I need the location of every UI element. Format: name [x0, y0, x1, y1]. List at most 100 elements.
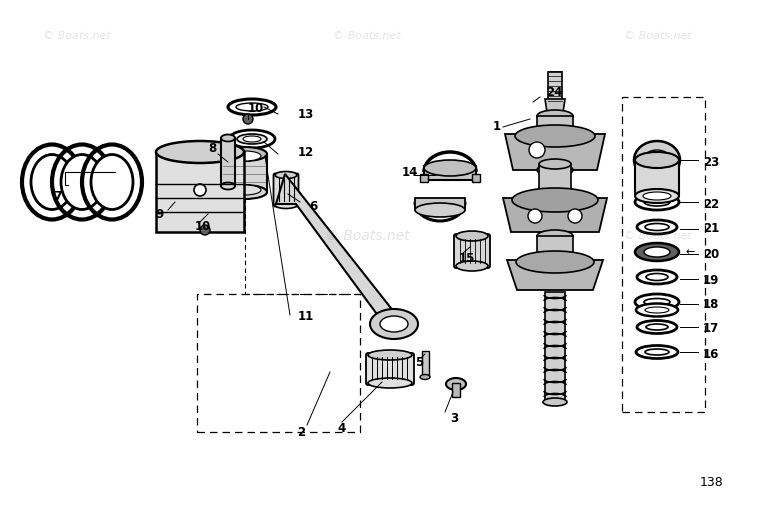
Polygon shape: [276, 174, 398, 332]
Bar: [537, 116, 573, 134]
FancyBboxPatch shape: [274, 174, 298, 206]
Text: © Boats.net: © Boats.net: [624, 230, 692, 241]
Ellipse shape: [539, 195, 571, 205]
Ellipse shape: [635, 152, 679, 168]
Ellipse shape: [415, 203, 465, 217]
Text: © Boats.net: © Boats.net: [624, 31, 692, 41]
Ellipse shape: [643, 150, 671, 170]
Bar: [635, 160, 679, 196]
Ellipse shape: [61, 155, 103, 209]
Bar: [415, 198, 465, 210]
Ellipse shape: [644, 198, 670, 206]
Bar: [539, 164, 571, 200]
Ellipse shape: [229, 130, 275, 148]
Text: 15: 15: [459, 252, 475, 266]
Ellipse shape: [537, 110, 573, 122]
Text: 11: 11: [298, 310, 314, 324]
Ellipse shape: [543, 398, 567, 406]
Ellipse shape: [537, 128, 573, 140]
Text: 4: 4: [337, 422, 345, 436]
Ellipse shape: [31, 155, 73, 209]
Ellipse shape: [516, 251, 594, 273]
Ellipse shape: [229, 151, 261, 161]
Bar: [156, 152, 244, 232]
Ellipse shape: [637, 270, 677, 284]
Ellipse shape: [229, 185, 261, 195]
Bar: [537, 236, 573, 258]
Text: 17: 17: [703, 323, 719, 335]
Text: 22: 22: [703, 198, 719, 210]
Ellipse shape: [380, 316, 408, 332]
Ellipse shape: [512, 188, 598, 212]
Circle shape: [529, 142, 545, 158]
Ellipse shape: [221, 182, 235, 189]
Polygon shape: [507, 260, 603, 290]
Ellipse shape: [644, 298, 670, 306]
Ellipse shape: [635, 243, 679, 261]
Text: 8: 8: [208, 142, 216, 156]
Text: 14: 14: [402, 165, 418, 179]
Ellipse shape: [420, 374, 430, 379]
Bar: [548, 72, 562, 104]
Text: 23: 23: [703, 156, 719, 168]
Text: 138: 138: [699, 476, 723, 489]
Circle shape: [200, 225, 210, 235]
Ellipse shape: [368, 350, 412, 360]
Ellipse shape: [91, 155, 133, 209]
Bar: [472, 174, 480, 182]
Bar: [452, 383, 460, 397]
Text: 13: 13: [298, 108, 314, 120]
Ellipse shape: [646, 273, 668, 281]
Ellipse shape: [537, 230, 573, 242]
Ellipse shape: [645, 224, 669, 230]
Ellipse shape: [370, 309, 418, 339]
Text: 12: 12: [298, 145, 314, 159]
Text: 10: 10: [248, 102, 264, 116]
Bar: [221, 138, 235, 186]
Bar: [422, 351, 429, 377]
Circle shape: [568, 209, 582, 223]
Ellipse shape: [228, 99, 276, 115]
Ellipse shape: [636, 304, 678, 316]
Ellipse shape: [456, 231, 488, 241]
Text: 21: 21: [703, 223, 719, 236]
Text: 2: 2: [297, 425, 305, 438]
Ellipse shape: [515, 125, 595, 147]
Ellipse shape: [646, 324, 668, 330]
Ellipse shape: [644, 247, 670, 257]
Ellipse shape: [635, 189, 679, 203]
Ellipse shape: [275, 202, 297, 208]
Bar: [424, 166, 476, 180]
Ellipse shape: [237, 134, 267, 144]
FancyBboxPatch shape: [366, 353, 414, 385]
Ellipse shape: [223, 147, 267, 161]
Ellipse shape: [156, 141, 244, 163]
Text: © Boats.net: © Boats.net: [334, 31, 401, 41]
Text: 3: 3: [450, 413, 458, 425]
Text: 9: 9: [155, 208, 163, 222]
Ellipse shape: [223, 185, 267, 199]
Bar: [420, 174, 428, 182]
Ellipse shape: [446, 378, 466, 390]
Ellipse shape: [368, 378, 412, 388]
Text: 18: 18: [703, 298, 719, 311]
Bar: [223, 154, 267, 192]
Ellipse shape: [634, 141, 680, 179]
Text: 20: 20: [703, 248, 719, 262]
Text: 1: 1: [493, 120, 501, 134]
Bar: [545, 292, 565, 402]
Ellipse shape: [635, 294, 679, 310]
Ellipse shape: [221, 135, 235, 141]
Text: 24: 24: [546, 86, 562, 98]
Text: © Boats.net: © Boats.net: [325, 228, 409, 243]
Circle shape: [243, 114, 253, 124]
Text: 16: 16: [703, 348, 719, 360]
Text: © Boats.net: © Boats.net: [43, 31, 110, 41]
Polygon shape: [505, 134, 605, 170]
Ellipse shape: [537, 164, 573, 176]
Ellipse shape: [456, 261, 488, 271]
FancyBboxPatch shape: [454, 234, 490, 268]
Ellipse shape: [636, 346, 678, 358]
Ellipse shape: [537, 252, 573, 264]
Text: ←: ←: [685, 247, 695, 257]
